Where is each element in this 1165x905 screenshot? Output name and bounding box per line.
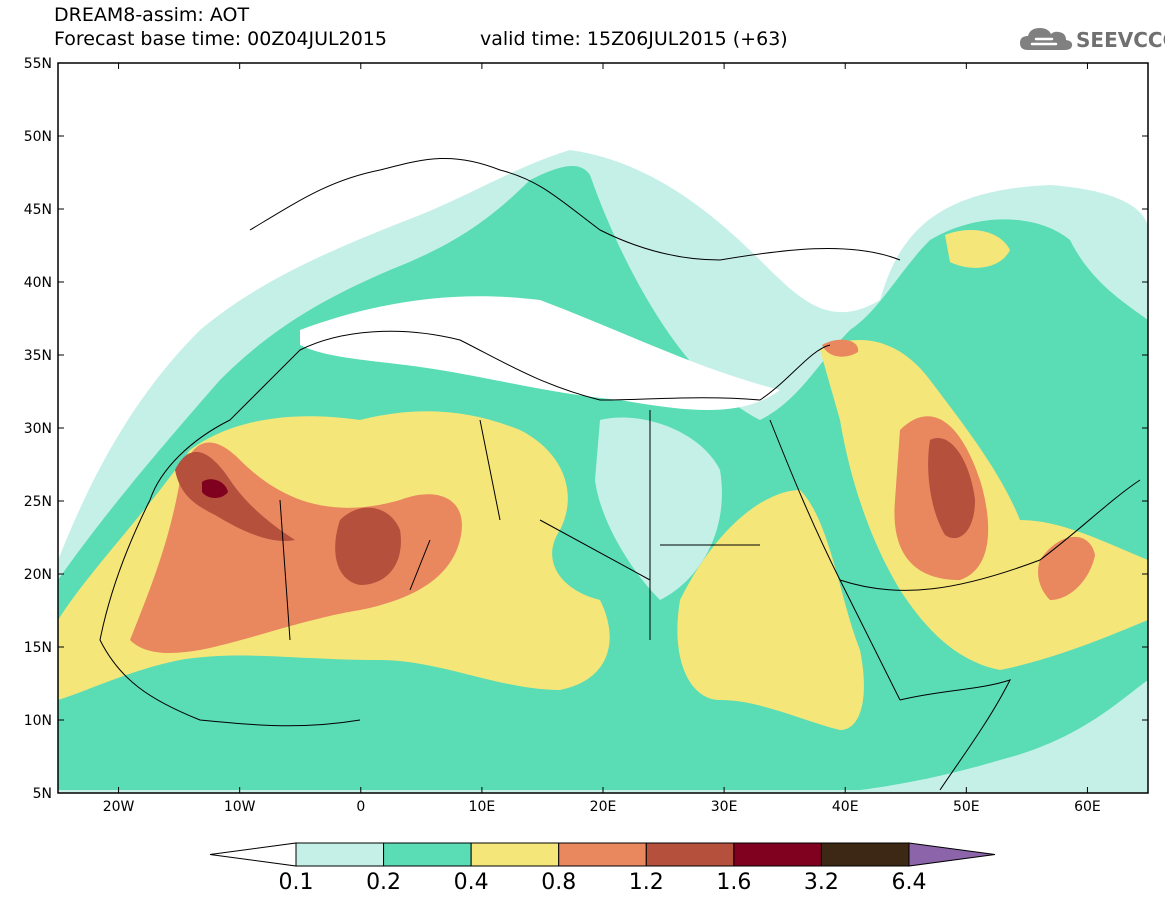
colorbar-label: 0.2: [366, 870, 402, 895]
coastline-west-africa: [149, 330, 831, 501]
aot-field-1.2-arabia: [928, 438, 975, 539]
colorbar: [209, 842, 996, 867]
aot-field: [58, 150, 1148, 793]
colorbar-swatch: [383, 842, 472, 867]
colorbar-swatch: [733, 842, 822, 867]
lon-tick-label: 20W: [103, 799, 135, 815]
cloud-icon: [1020, 28, 1073, 50]
aot-field-1.6-peak: [202, 479, 228, 498]
seevccc-logo: SEEVCCC: [1018, 24, 1165, 58]
lat-tick-label: 40N: [24, 275, 52, 291]
lat-tick-label: 25N: [24, 494, 52, 510]
lat-tick-label: 20N: [24, 567, 52, 583]
colorbar-arrow-high: [908, 842, 996, 867]
axis-ticks: 55N 50N 45N 40N 35N 30N 25N 20N 15N 10N 5N 20W 10W 0 1…: [24, 56, 1148, 815]
lat-tick-label: 50N: [24, 129, 52, 145]
clear-area-libya: [595, 417, 722, 600]
lat-tick-label: 55N: [24, 56, 52, 72]
title-line-1: DREAM8-assim: AOT: [54, 4, 250, 26]
colorbar-label: 1.2: [628, 870, 664, 895]
lat-tick-label: 15N: [24, 640, 52, 656]
coastline-atlantic: [99, 499, 361, 727]
border-lines: [279, 410, 760, 641]
lon-tick-label: 60E: [1074, 799, 1101, 815]
title-line-2: Forecast base time: 00Z04JUL2015: [54, 28, 387, 50]
title-line-3: valid time: 15Z06JUL2015 (+63): [480, 28, 788, 50]
colorbar-label: 0.1: [278, 870, 314, 895]
logo-text: SEEVCCC: [1076, 28, 1165, 52]
lat-tick-label: 5N: [33, 786, 52, 802]
lon-tick-label: 20E: [590, 799, 617, 815]
aot-field-1.2-band: [335, 507, 401, 585]
aot-field-0.4-caspian: [945, 230, 1010, 268]
lon-tick-label: 10W: [224, 799, 256, 815]
lon-tick-label: 50E: [953, 799, 980, 815]
aot-field-0.4-east-africa: [677, 490, 864, 730]
colorbar-label: 0.4: [453, 870, 489, 895]
colorbar-swatch: [295, 842, 385, 867]
aot-field-0.8-oman: [1038, 536, 1095, 600]
aot-field-0.8-levant: [822, 339, 859, 357]
colorbar-swatch: [470, 842, 560, 867]
coastline-horn: [899, 679, 1011, 791]
lon-tick-label: 0: [356, 799, 365, 815]
colorbar-arrow-low: [209, 842, 297, 867]
lon-tick-label: 40E: [832, 799, 859, 815]
colorbar-swatch: [558, 842, 647, 867]
coastline-arabia: [839, 479, 1141, 591]
aot-field-1.2-sahara-west: [175, 451, 295, 541]
coastlines: [99, 157, 1141, 791]
colorbar-label: 3.2: [803, 870, 839, 895]
coastline-red-sea: [769, 419, 901, 701]
lon-tick-label: 10E: [469, 799, 496, 815]
colorbar-swatch: [820, 842, 910, 867]
colorbar-label: 6.4: [891, 870, 927, 895]
colorbar-label: 0.8: [541, 870, 577, 895]
colorbar-swatch: [645, 842, 735, 867]
lat-tick-label: 30N: [24, 421, 52, 437]
lat-tick-label: 10N: [24, 713, 52, 729]
lat-tick-label: 35N: [24, 348, 52, 364]
lon-tick-label: 30E: [711, 799, 738, 815]
colorbar-label: 1.6: [716, 870, 752, 895]
lat-tick-label: 45N: [24, 202, 52, 218]
clear-area-mediterranean: [300, 296, 780, 410]
coastline-europe: [249, 157, 901, 261]
